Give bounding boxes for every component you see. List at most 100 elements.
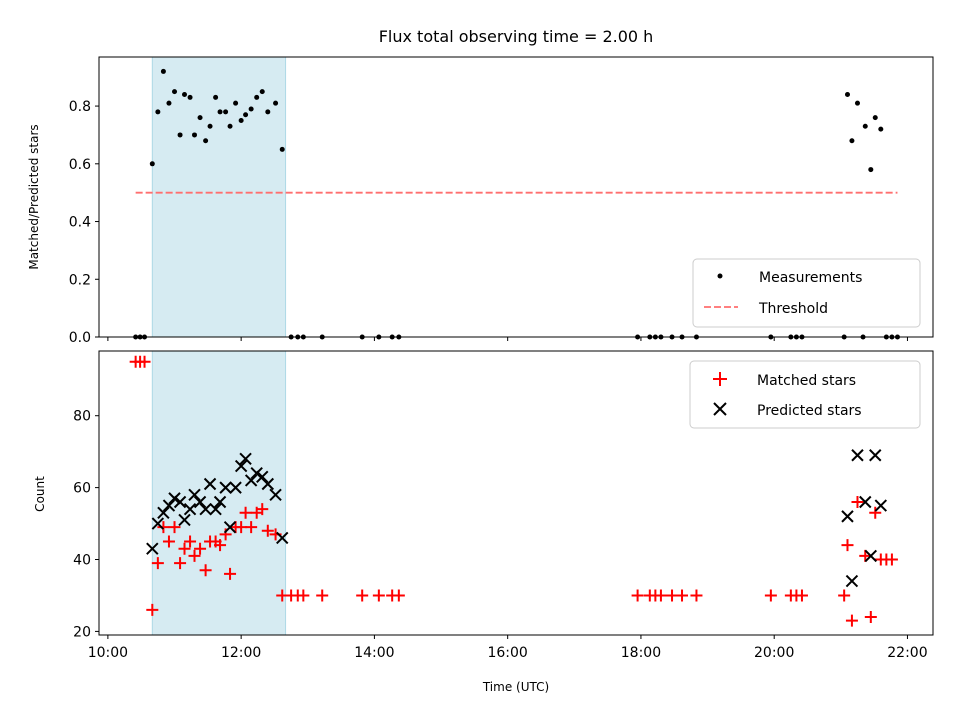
chart-title: Flux total observing time = 2.00 h <box>379 27 654 46</box>
bottom-series-matched-stars-point <box>676 589 689 602</box>
bottom-series-predicted-stars-point <box>203 477 217 491</box>
bottom-series-predicted-stars-point <box>239 452 252 466</box>
bottom-series-predicted-stars-point <box>173 495 187 509</box>
bottom-series-matched-stars-point <box>162 535 175 548</box>
top-series-measurements-point <box>862 123 868 129</box>
top-series-measurements-point <box>238 118 244 124</box>
top-series-measurements-point <box>254 94 260 100</box>
bottom-series-predicted-stars-point <box>234 459 248 473</box>
legend-matched-label: Matched stars <box>757 373 856 389</box>
top-series-measurements-point <box>192 132 198 138</box>
top-series-measurements-point <box>223 109 229 115</box>
top-series-measurements-point <box>207 123 213 129</box>
legend-predicted-label: Predicted stars <box>757 403 862 419</box>
bottom-series-matched-stars-point <box>392 589 405 602</box>
bottom-series-matched-stars-point <box>151 557 164 570</box>
bottom-x-tick-label: 12:00 <box>221 645 261 661</box>
top-legend: Measurements Threshold <box>692 258 921 328</box>
bottom-series-predicted-stars-point <box>213 495 227 509</box>
top-series-measurements-point <box>166 100 172 106</box>
legend-matched-marker <box>713 372 727 386</box>
bottom-x-tick-label: 14:00 <box>354 645 394 661</box>
bottom-series-matched-stars-point <box>157 521 170 534</box>
bottom-shaded-interval <box>151 350 287 636</box>
top-series-measurements-point <box>227 123 233 129</box>
top-series-measurements-point <box>273 100 279 106</box>
bottom-series-predicted-stars-point <box>244 474 258 487</box>
bottom-series-matched-stars-point <box>168 521 181 534</box>
bottom-series-predicted-stars-point <box>162 499 176 512</box>
top-y-tick-label: 0.8 <box>69 99 91 115</box>
bottom-series-predicted-stars-point <box>269 488 282 502</box>
bottom-series-matched-stars-point <box>372 589 385 602</box>
legend-measurements-marker <box>717 273 723 279</box>
top-series-measurements-point <box>265 109 271 115</box>
bottom-series-predicted-stars-point <box>851 449 864 462</box>
top-series-measurements-point <box>243 112 249 118</box>
top-legend-box <box>692 258 921 328</box>
top-series-measurements-point <box>197 115 203 121</box>
bottom-series-predicted-stars-point <box>157 506 170 519</box>
bottom-series-matched-stars-point <box>184 535 197 548</box>
bottom-series-predicted-stars-point <box>261 477 275 491</box>
bottom-series-matched-stars-point <box>851 495 864 508</box>
bottom-series-matched-stars-point <box>256 503 269 516</box>
bottom-series-predicted-stars-point <box>869 449 882 462</box>
top-y-axis-label: Matched/Predicted stars <box>27 124 41 269</box>
bottom-series-matched-stars-point <box>838 589 851 602</box>
bottom-series-predicted-stars-point <box>223 520 237 534</box>
bottom-series-predicted-stars-point <box>864 549 878 563</box>
bottom-series-matched-stars-point <box>194 542 207 555</box>
top-series-measurements-point <box>868 167 874 173</box>
bottom-series-predicted-stars-point <box>874 499 888 512</box>
bottom-series-matched-stars-point <box>188 549 201 562</box>
legend-predicted-marker <box>713 402 727 416</box>
bottom-series-matched-stars-point <box>690 589 703 602</box>
bottom-series-predicted-stars-point <box>276 531 289 545</box>
bottom-series-predicted-stars-point <box>859 495 872 509</box>
bottom-series-predicted-stars-point <box>219 481 232 494</box>
bottom-series-matched-stars-point <box>199 564 212 577</box>
top-series-measurements-point <box>172 89 178 95</box>
top-series-measurements-point <box>844 92 850 98</box>
bottom-x-tick-label: 16:00 <box>487 645 527 661</box>
bottom-y-tick-label: 60 <box>73 481 91 497</box>
bottom-series-matched-stars-point <box>764 589 777 602</box>
top-y-tick-label: 0.2 <box>69 272 91 288</box>
bottom-series-predicted-stars-point <box>178 513 191 527</box>
bottom-series-matched-stars-point <box>316 589 329 602</box>
top-series-measurements-point <box>217 109 223 115</box>
top-series-measurements-point <box>187 94 193 100</box>
bottom-series-matched-stars-point <box>138 355 151 368</box>
bottom-plot-area: 20 40 60 80 10:00 12:00 14:00 16:00 18:00 20:00 22… <box>73 350 934 661</box>
bottom-x-tick-label: 10:00 <box>88 645 128 661</box>
top-series-measurements-point <box>160 68 166 74</box>
bottom-series-predicted-stars-point <box>146 542 159 555</box>
bottom-series-matched-stars-point <box>654 589 667 602</box>
bottom-series-matched-stars-point <box>174 557 187 570</box>
legend-measurements-label: Measurements <box>759 270 862 286</box>
top-plot-area: 0.0 0.2 0.4 0.6 0.8 <box>69 56 934 346</box>
top-series-measurements-point <box>849 138 855 144</box>
bottom-series-matched-stars-point <box>239 506 252 519</box>
bottom-series-predicted-stars-point <box>250 467 263 480</box>
bottom-series-matched-stars-point <box>214 539 227 552</box>
legend-threshold-label: Threshold <box>758 301 828 317</box>
x-axis-label: Time (UTC) <box>482 680 549 694</box>
bottom-axes-frame <box>98 350 934 636</box>
top-series-measurements-point <box>279 146 285 152</box>
bottom-series-matched-stars-point <box>261 524 274 537</box>
top-series-measurements-point <box>854 100 860 106</box>
bottom-series-predicted-stars-point <box>183 502 197 516</box>
bottom-series-matched-stars-point <box>245 521 258 534</box>
top-series-measurements-point <box>155 109 161 115</box>
top-shaded-interval <box>151 56 287 338</box>
bottom-series-matched-stars-point <box>146 603 159 616</box>
bottom-series-matched-stars-point <box>869 506 882 519</box>
bottom-series-matched-stars-point <box>885 553 898 566</box>
bottom-y-tick-label: 80 <box>73 409 91 425</box>
bottom-series-matched-stars-point <box>859 549 872 562</box>
bottom-series-matched-stars-point <box>795 589 808 602</box>
bottom-series-predicted-stars-point <box>151 517 165 530</box>
